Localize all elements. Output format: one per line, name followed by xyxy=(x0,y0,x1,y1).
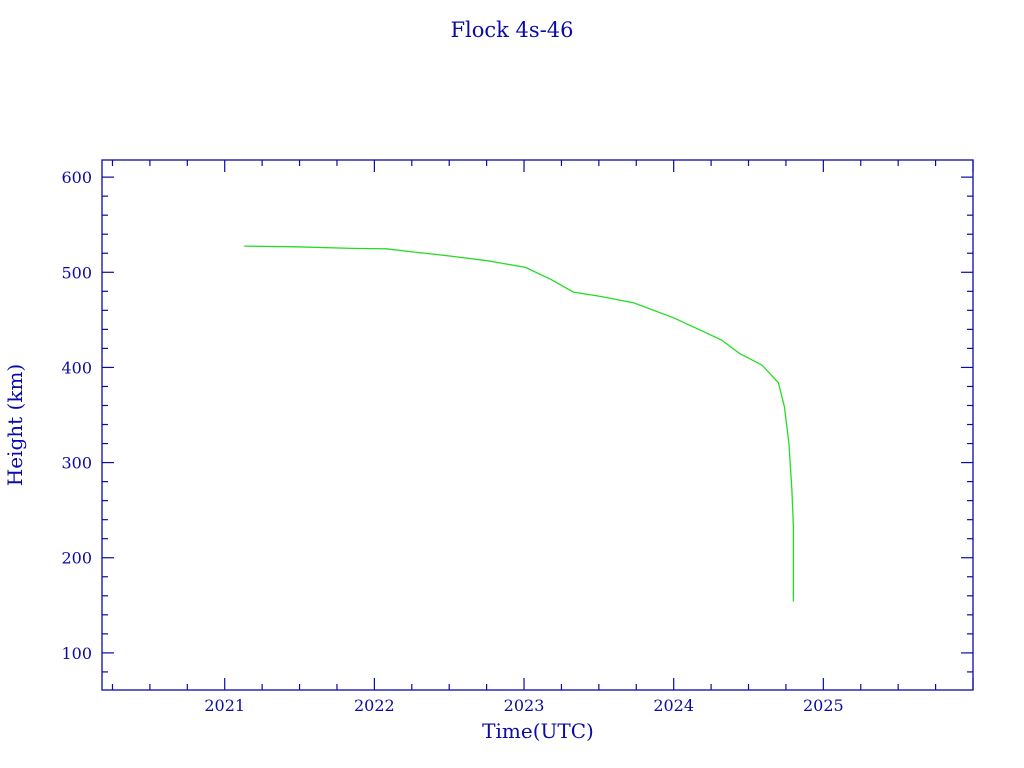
y-tick-label: 400 xyxy=(61,358,92,377)
x-tick-labels: 2021 2022 2023 2024 2025 xyxy=(204,696,843,715)
y-axis-label: Height (km) xyxy=(3,364,27,486)
y-tick-label: 600 xyxy=(61,168,92,187)
chart-title: Flock 4s-46 xyxy=(450,18,573,42)
axis-ticks xyxy=(102,160,974,690)
series-group xyxy=(244,245,795,602)
x-tick-label: 2025 xyxy=(803,696,844,715)
x-tick-label: 2023 xyxy=(504,696,545,715)
x-axis-label: Time(UTC) xyxy=(482,719,594,743)
x-tick-label: 2021 xyxy=(204,696,245,715)
y-tick-label: 200 xyxy=(61,549,92,568)
x-tick-label: 2022 xyxy=(354,696,395,715)
plot-frame xyxy=(101,159,974,691)
y-tick-label: 300 xyxy=(61,454,92,473)
x-tick-label: 2024 xyxy=(653,696,694,715)
y-tick-label: 500 xyxy=(61,263,92,282)
y-tick-label: 100 xyxy=(61,644,92,663)
height-series-line xyxy=(244,245,795,602)
y-tick-labels: 100 200 300 400 500 600 xyxy=(61,168,92,663)
